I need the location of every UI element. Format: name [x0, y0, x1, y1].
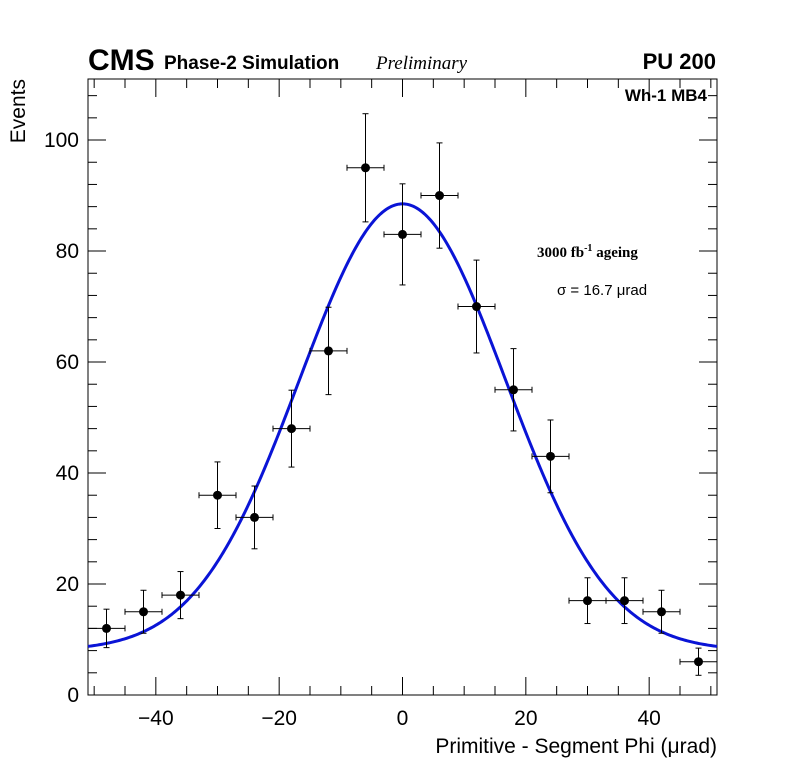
axis-ticks — [88, 79, 717, 696]
data-marker — [139, 607, 148, 617]
data-point — [346, 113, 385, 223]
data-point — [198, 461, 237, 530]
y-tick-label: 60 — [56, 351, 79, 374]
data-marker — [176, 590, 185, 600]
x-tick-label: −20 — [261, 707, 297, 730]
y-tick-label: 100 — [44, 129, 79, 152]
y-tick-label: 80 — [56, 240, 79, 263]
experiment-label: CMS — [88, 44, 155, 77]
data-point — [568, 577, 607, 625]
lumi-label: 3000 fb-1 ageing — [537, 243, 638, 261]
data-point — [161, 571, 200, 620]
data-marker — [657, 607, 666, 617]
lumi-suffix: ageing — [592, 245, 638, 261]
data-marker — [583, 596, 592, 606]
lumi-exponent: -1 — [584, 243, 592, 254]
pileup-label: PU 200 — [643, 49, 716, 74]
data-marker — [398, 229, 407, 239]
region-label: Wh-1 MB4 — [625, 86, 708, 105]
status-label: Preliminary — [375, 53, 468, 74]
data-marker — [694, 657, 703, 667]
y-tick-label: 40 — [56, 462, 79, 485]
lumi-value: 3000 fb — [537, 245, 584, 261]
data-marker — [102, 623, 111, 633]
data-point — [605, 577, 644, 625]
data-point — [457, 259, 496, 354]
axis-tick-labels: −40 −20 0 20 40 0 20 40 60 80 100 — [44, 129, 661, 730]
data-points — [87, 113, 718, 676]
data-point — [642, 589, 681, 634]
data-point — [309, 306, 348, 396]
y-axis-title: Events — [7, 79, 30, 143]
x-tick-label: 40 — [637, 707, 660, 730]
data-marker — [324, 346, 333, 356]
data-marker — [287, 424, 296, 434]
data-point — [87, 608, 126, 649]
data-marker — [361, 163, 370, 173]
y-tick-label: 20 — [56, 573, 79, 596]
data-marker — [435, 191, 444, 201]
data-point — [383, 183, 422, 286]
x-axis-title: Primitive - Segment Phi (μrad) — [435, 735, 717, 758]
y-tick-label: 0 — [67, 684, 79, 707]
data-marker — [250, 512, 259, 522]
sigma-label: σ = 16.7 μrad — [557, 282, 647, 299]
x-tick-label: 0 — [397, 707, 409, 730]
x-tick-label: −40 — [138, 707, 174, 730]
data-point — [494, 348, 533, 432]
data-point — [124, 589, 163, 634]
data-point — [531, 419, 570, 494]
x-tick-label: 20 — [514, 707, 537, 730]
data-marker — [472, 302, 481, 312]
subtitle-label: Phase-2 Simulation — [164, 53, 339, 74]
data-point — [272, 389, 311, 468]
data-marker — [509, 385, 518, 395]
data-point — [420, 142, 459, 249]
data-point — [679, 647, 718, 676]
data-marker — [213, 490, 222, 500]
data-marker — [546, 451, 555, 461]
data-point — [235, 485, 274, 550]
data-marker — [620, 596, 629, 606]
